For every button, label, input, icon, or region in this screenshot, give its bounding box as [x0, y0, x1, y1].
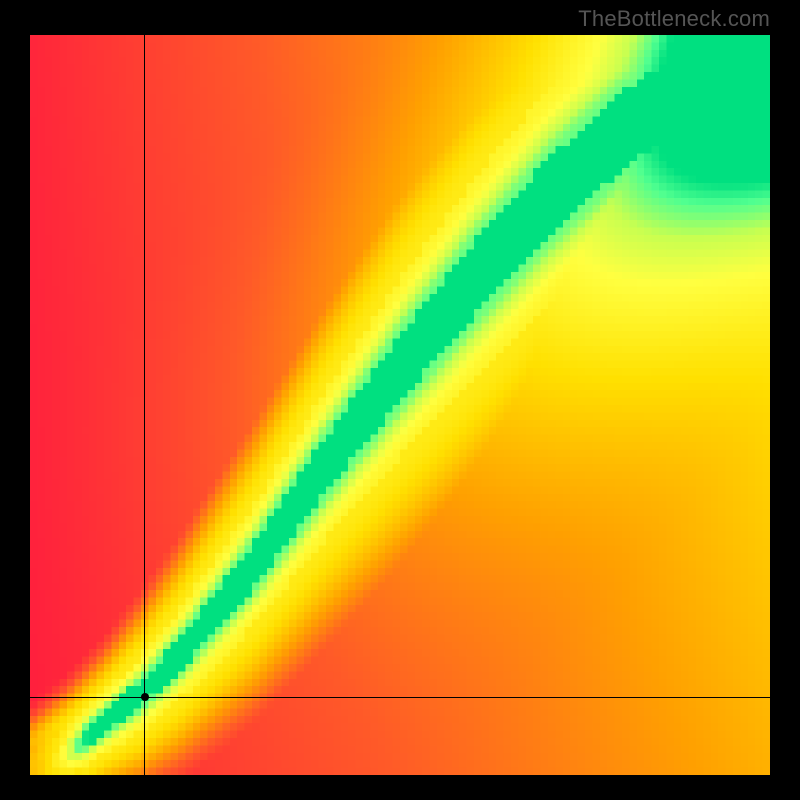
watermark-text: TheBottleneck.com	[578, 6, 770, 32]
crosshair-vertical-line	[144, 35, 145, 775]
crosshair-marker-dot	[141, 693, 149, 701]
bottleneck-heatmap	[30, 35, 770, 775]
